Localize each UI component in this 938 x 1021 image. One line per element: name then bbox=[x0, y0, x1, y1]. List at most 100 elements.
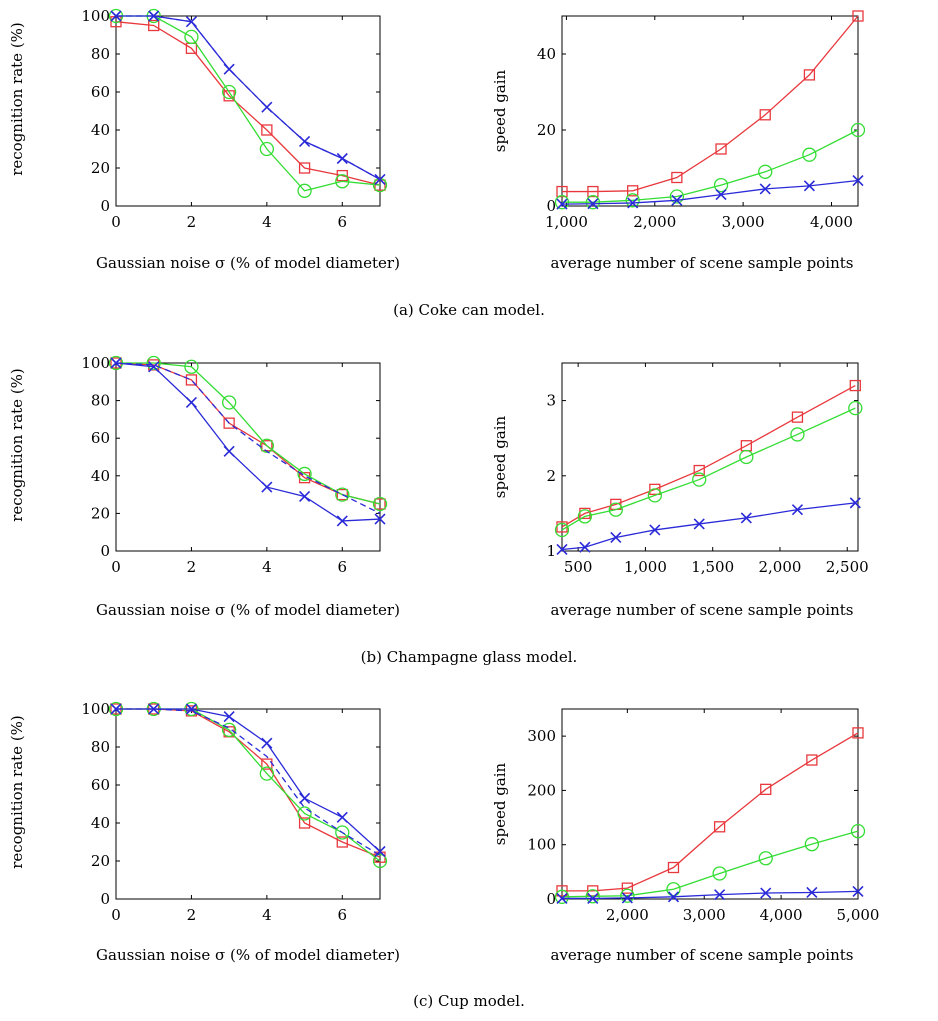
y-axis-title: speed gain bbox=[491, 69, 509, 152]
data-point-circle bbox=[739, 449, 754, 465]
plot-frame bbox=[115, 708, 381, 900]
y-tick-label: 20 bbox=[537, 121, 556, 139]
data-point-x bbox=[374, 513, 386, 525]
y-tick-label: 2 bbox=[546, 467, 556, 485]
y-axis-title: speed gain bbox=[491, 762, 509, 845]
data-point-circle bbox=[850, 823, 866, 839]
y-tick-label: 0 bbox=[546, 197, 556, 215]
data-point-circle bbox=[848, 400, 863, 416]
data-point-x bbox=[671, 194, 683, 206]
series-line bbox=[115, 362, 381, 505]
data-point-square bbox=[556, 885, 568, 897]
data-point-circle bbox=[259, 141, 275, 157]
data-point-x bbox=[148, 361, 160, 373]
y-tick-label: 80 bbox=[91, 45, 110, 63]
plot-frame bbox=[561, 15, 859, 207]
data-point-square bbox=[667, 861, 680, 874]
plot-frame bbox=[561, 708, 859, 900]
y-tick-label: 80 bbox=[91, 392, 110, 410]
data-point-x bbox=[587, 198, 599, 210]
y-tick-label: 40 bbox=[537, 45, 556, 63]
data-point-square bbox=[148, 19, 160, 32]
x-tick-label: 0 bbox=[111, 213, 121, 231]
series-4 bbox=[110, 10, 386, 185]
data-point-x bbox=[261, 481, 273, 493]
data-point-square bbox=[298, 162, 311, 174]
y-tick-label: 60 bbox=[91, 429, 110, 447]
data-point-square bbox=[336, 169, 348, 182]
y-axis-title: recognition rate (%) bbox=[8, 22, 26, 176]
series-line bbox=[561, 384, 856, 528]
x-tick-label: 1,500 bbox=[691, 558, 734, 576]
data-point-circle bbox=[585, 889, 600, 904]
series-3 bbox=[116, 15, 381, 180]
y-axis-title: speed gain bbox=[491, 415, 509, 498]
x-tick-label: 3,000 bbox=[722, 213, 765, 231]
x-axis-title: average number of scene sample points bbox=[551, 254, 854, 272]
series-line bbox=[562, 732, 859, 892]
data-point-square bbox=[803, 69, 816, 81]
data-point-circle bbox=[259, 766, 275, 781]
series-3 bbox=[115, 362, 381, 514]
series-line bbox=[116, 708, 381, 852]
x-tick-label: 1,000 bbox=[624, 558, 667, 576]
y-tick-label: 60 bbox=[91, 776, 110, 794]
series-1 bbox=[556, 10, 864, 198]
data-point-x bbox=[803, 180, 815, 192]
x-tick-label: 2,000 bbox=[606, 906, 649, 924]
data-point-circle bbox=[790, 427, 805, 442]
x-tick-label: 2,500 bbox=[826, 558, 869, 576]
data-point-x bbox=[621, 892, 633, 904]
y-tick-label: 40 bbox=[91, 814, 110, 832]
series-line bbox=[561, 502, 856, 551]
data-point-x bbox=[806, 886, 818, 899]
data-point-circle bbox=[554, 889, 570, 904]
data-point-x bbox=[148, 703, 160, 715]
data-point-circle bbox=[669, 189, 685, 204]
data-point-circle bbox=[297, 183, 312, 198]
data-point-square bbox=[791, 411, 804, 423]
data-point-x bbox=[587, 892, 599, 905]
y-tick-label: 20 bbox=[91, 852, 110, 870]
data-point-x bbox=[336, 811, 348, 823]
y-axis-title: recognition rate (%) bbox=[8, 715, 26, 869]
data-point-x bbox=[649, 524, 661, 536]
series-4 bbox=[110, 357, 386, 527]
data-point-circle bbox=[335, 174, 350, 189]
data-point-circle bbox=[802, 147, 817, 162]
y-tick-label: 80 bbox=[91, 738, 110, 756]
series-line bbox=[116, 708, 381, 856]
series-2 bbox=[554, 400, 863, 538]
data-point-x bbox=[852, 174, 864, 187]
data-point-square bbox=[849, 379, 861, 392]
y-tick-label: 20 bbox=[91, 159, 110, 177]
x-tick-label: 2,000 bbox=[758, 558, 801, 576]
data-point-square bbox=[627, 185, 639, 197]
series-4 bbox=[110, 703, 386, 858]
data-point-square bbox=[336, 488, 348, 501]
y-tick-label: 3 bbox=[546, 392, 556, 410]
x-tick-label: 2 bbox=[187, 558, 197, 576]
data-point-square bbox=[261, 124, 273, 136]
x-tick-label: 0 bbox=[111, 558, 121, 576]
y-tick-label: 200 bbox=[527, 781, 556, 799]
data-point-x bbox=[714, 889, 726, 901]
y-tick-label: 40 bbox=[91, 121, 110, 139]
plot-panel-6: 2,000 3,000 4,000 5,000 0 100 200 300 average nu… bbox=[491, 708, 879, 964]
data-point-x bbox=[760, 887, 772, 899]
data-point-x bbox=[261, 737, 273, 749]
data-point-square bbox=[760, 783, 772, 795]
series-line bbox=[116, 708, 381, 858]
caption-c: (c) Cup model. bbox=[413, 992, 525, 1010]
x-tick-label: 4 bbox=[262, 558, 272, 576]
y-tick-label: 100 bbox=[81, 700, 110, 718]
data-point-x bbox=[374, 173, 386, 185]
series-line bbox=[561, 830, 859, 898]
x-tick-label: 4 bbox=[262, 906, 272, 924]
data-point-square bbox=[715, 143, 727, 155]
data-point-square bbox=[852, 10, 864, 22]
plot-frame bbox=[115, 362, 381, 552]
y-tick-label: 60 bbox=[91, 83, 110, 101]
y-tick-label: 100 bbox=[81, 354, 110, 372]
